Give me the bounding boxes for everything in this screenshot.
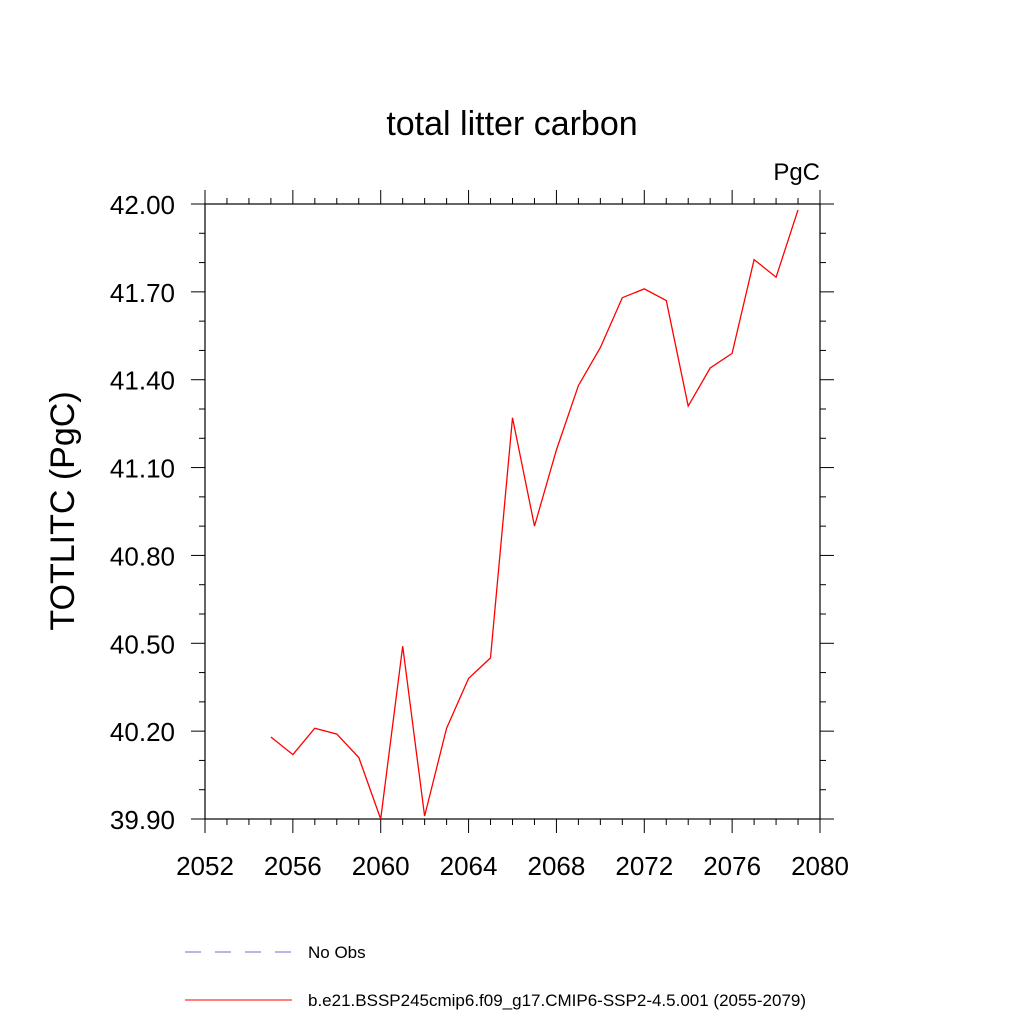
y-tick-label: 40.50 (110, 629, 175, 659)
legend-label: b.e21.BSSP245cmip6.f09_g17.CMIP6-SSP2-4.… (308, 991, 806, 1010)
y-tick-label: 42.00 (110, 190, 175, 220)
y-tick-label: 41.40 (110, 366, 175, 396)
x-tick-label: 2080 (791, 851, 849, 881)
y-axis-label: TOTLITC (PgC) (44, 391, 82, 630)
y-tick-label: 39.90 (110, 805, 175, 835)
x-tick-label: 2068 (528, 851, 586, 881)
y-tick-label: 40.80 (110, 541, 175, 571)
tick-labels: 2052 2056 2060 2064 2068 2072 2076 2080 39.90 40.… (110, 190, 849, 881)
units-label: PgC (773, 159, 820, 186)
x-tick-label: 2060 (352, 851, 410, 881)
x-tick-label: 2052 (176, 851, 234, 881)
y-tick-label: 41.70 (110, 278, 175, 308)
plot-frame (204, 203, 821, 820)
series-layer (270, 209, 799, 820)
legend-label: No Obs (308, 943, 366, 962)
x-tick-label: 2056 (264, 851, 322, 881)
series-line (270, 209, 799, 820)
chart-title: total litter carbon (386, 105, 637, 143)
x-tick-label: 2072 (615, 851, 673, 881)
x-tick-label: 2064 (440, 851, 498, 881)
x-tick-label: 2076 (703, 851, 761, 881)
axis-ticks (191, 190, 834, 833)
y-tick-label: 40.20 (110, 717, 175, 747)
y-tick-label: 41.10 (110, 454, 175, 484)
legend: No Obs b.e21.BSSP245cmip6.f09_g17.CMIP6-S… (185, 943, 806, 1010)
